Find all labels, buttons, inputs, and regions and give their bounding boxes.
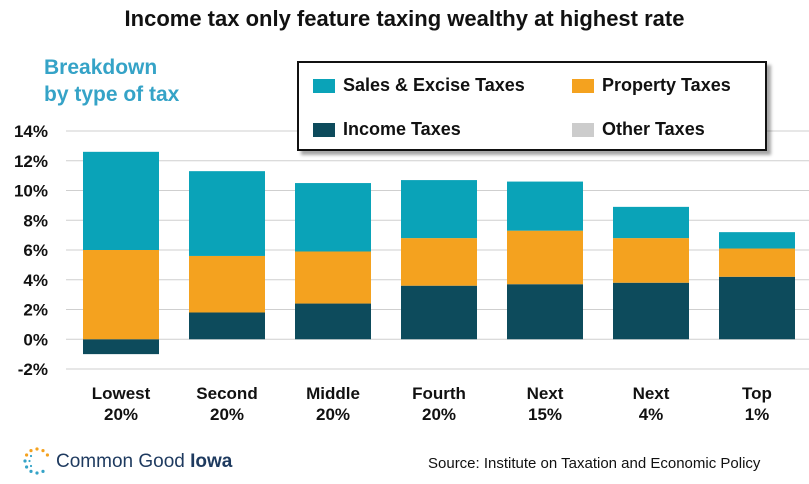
bar-sales-5 <box>613 206 689 239</box>
x-tick-label-3-0: Fourth <box>412 384 466 403</box>
y-tick-label-4: 6% <box>23 241 48 260</box>
source-note: Source: Institute on Taxation and Econom… <box>428 455 761 472</box>
bar-income-4 <box>507 284 583 340</box>
bar-sales-4 <box>507 181 583 231</box>
y-tick-label-5: 8% <box>23 211 48 230</box>
x-tick-label-0-0: Lowest <box>92 384 151 403</box>
x-tick-label-6-1: 1% <box>745 405 770 424</box>
bar-property-5 <box>613 238 689 283</box>
bar-sales-0 <box>83 151 159 250</box>
bar-property-0 <box>83 250 159 340</box>
bar-property-2 <box>295 251 371 304</box>
chart-legend: Sales & Excise Taxes Property Taxes Inco… <box>297 61 767 151</box>
legend-label-sales: Sales & Excise Taxes <box>343 75 525 95</box>
y-tick-label-3: 4% <box>23 271 48 290</box>
common-good-iowa-logo: Common Good Iowa <box>22 446 232 478</box>
x-tick-label-2-1: 20% <box>316 405 350 424</box>
x-tick-label-4-1: 15% <box>528 405 562 424</box>
bar-sales-2 <box>295 183 371 252</box>
subtitle-line-2: by type of tax <box>44 83 180 106</box>
logo-name-bold: Iowa <box>190 451 233 472</box>
bar-sales-6 <box>719 232 795 249</box>
x-tick-label-5-0: Next <box>633 384 670 403</box>
x-tick-label-5-1: 4% <box>639 405 664 424</box>
x-tick-label-6-0: Top <box>742 384 772 403</box>
legend-item-income: Income Taxes <box>313 119 461 140</box>
chart-title: Income tax only feature taxing wealthy a… <box>124 6 685 31</box>
subtitle-line-1: Breakdown <box>44 56 158 79</box>
bar-property-3 <box>401 238 477 286</box>
bar-income-0 <box>83 339 159 355</box>
x-tick-label-2-0: Middle <box>306 384 360 403</box>
x-tick-label-0-1: 20% <box>104 405 138 424</box>
logo-name-regular: Common Good <box>56 451 191 472</box>
bar-income-5 <box>613 282 689 340</box>
legend-swatch-other <box>572 122 594 137</box>
bar-income-2 <box>295 303 371 340</box>
bar-sales-1 <box>189 171 265 256</box>
x-tick-label-3-1: 20% <box>422 405 456 424</box>
legend-swatch-sales <box>313 78 335 93</box>
bar-property-4 <box>507 230 583 285</box>
legend-item-property: Property Taxes <box>572 75 731 96</box>
y-tick-label-7: 12% <box>14 152 48 171</box>
y-tick-label-2: 2% <box>23 301 48 320</box>
bar-income-6 <box>719 276 795 340</box>
y-tick-label-8: 14% <box>14 122 48 141</box>
legend-item-other: Other Taxes <box>572 119 705 140</box>
y-tick-label-0: -2% <box>18 360 48 379</box>
legend-item-sales: Sales & Excise Taxes <box>313 75 525 96</box>
x-tick-label-1-1: 20% <box>210 405 244 424</box>
legend-label-other: Other Taxes <box>602 119 705 139</box>
legend-swatch-income <box>313 122 335 137</box>
x-tick-label-1-0: Second <box>196 384 257 403</box>
x-tick-label-4-0: Next <box>527 384 564 403</box>
bar-income-3 <box>401 285 477 340</box>
y-tick-label-6: 10% <box>14 182 48 201</box>
bar-property-6 <box>719 248 795 277</box>
legend-label-property: Property Taxes <box>602 75 731 95</box>
bar-property-1 <box>189 255 265 313</box>
legend-label-income: Income Taxes <box>343 119 461 139</box>
chart-subtitle: Breakdown by type of tax <box>44 54 179 108</box>
dotted-circle-logo-icon <box>23 447 49 475</box>
bar-income-1 <box>189 312 265 340</box>
legend-swatch-property <box>572 78 594 93</box>
bar-sales-3 <box>401 180 477 239</box>
y-tick-label-1: 0% <box>23 330 48 349</box>
logo-text: Common Good Iowa <box>56 451 232 473</box>
